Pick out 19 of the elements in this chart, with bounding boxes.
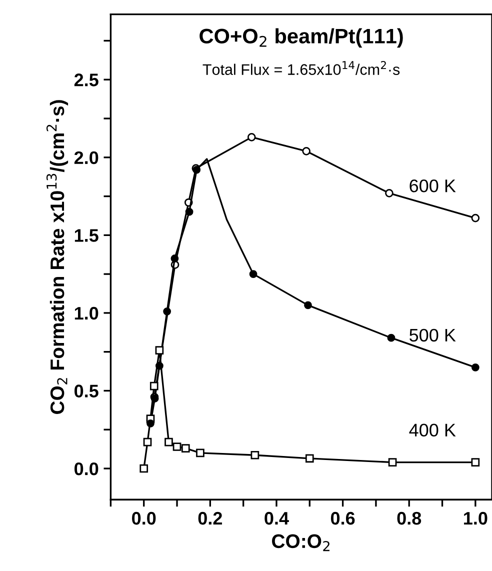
- y-tick-label: 0.5: [74, 384, 98, 398]
- x-tick-label: 0.8: [397, 512, 422, 525]
- x-tick-label: 0.2: [198, 512, 222, 525]
- x-axis-title: CO:O$_{2}$: [272, 534, 330, 552]
- y-axis-title: CO$_{2}$ Formation Rate x10$^{13}$/(cm$^{2}$·s): [46, 100, 68, 414]
- x-tick-label: 0.4: [264, 512, 289, 525]
- series-label: 500 K: [410, 328, 456, 342]
- text: CO+O$_{2}$ beam/Pt(111): [200, 28, 403, 48]
- x-tick-label: 0.6: [330, 512, 355, 525]
- y-tick-label: 0.0: [74, 462, 98, 476]
- series-label: 600 K: [410, 179, 456, 192]
- x-tick-label: 0.0: [132, 512, 156, 525]
- series-label: 400 K: [409, 424, 456, 436]
- y-tick-label: 1.5: [74, 229, 98, 242]
- y-tick-label: 2.5: [74, 74, 98, 86]
- text: Total Flux = 1.65x10$^{14}$/cm$^{2}$·s: [202, 61, 400, 75]
- y-tick-label: 1.0: [74, 306, 98, 320]
- x-tick-label: 1.0: [464, 512, 488, 525]
- y-tick-label: 2.0: [74, 151, 98, 164]
